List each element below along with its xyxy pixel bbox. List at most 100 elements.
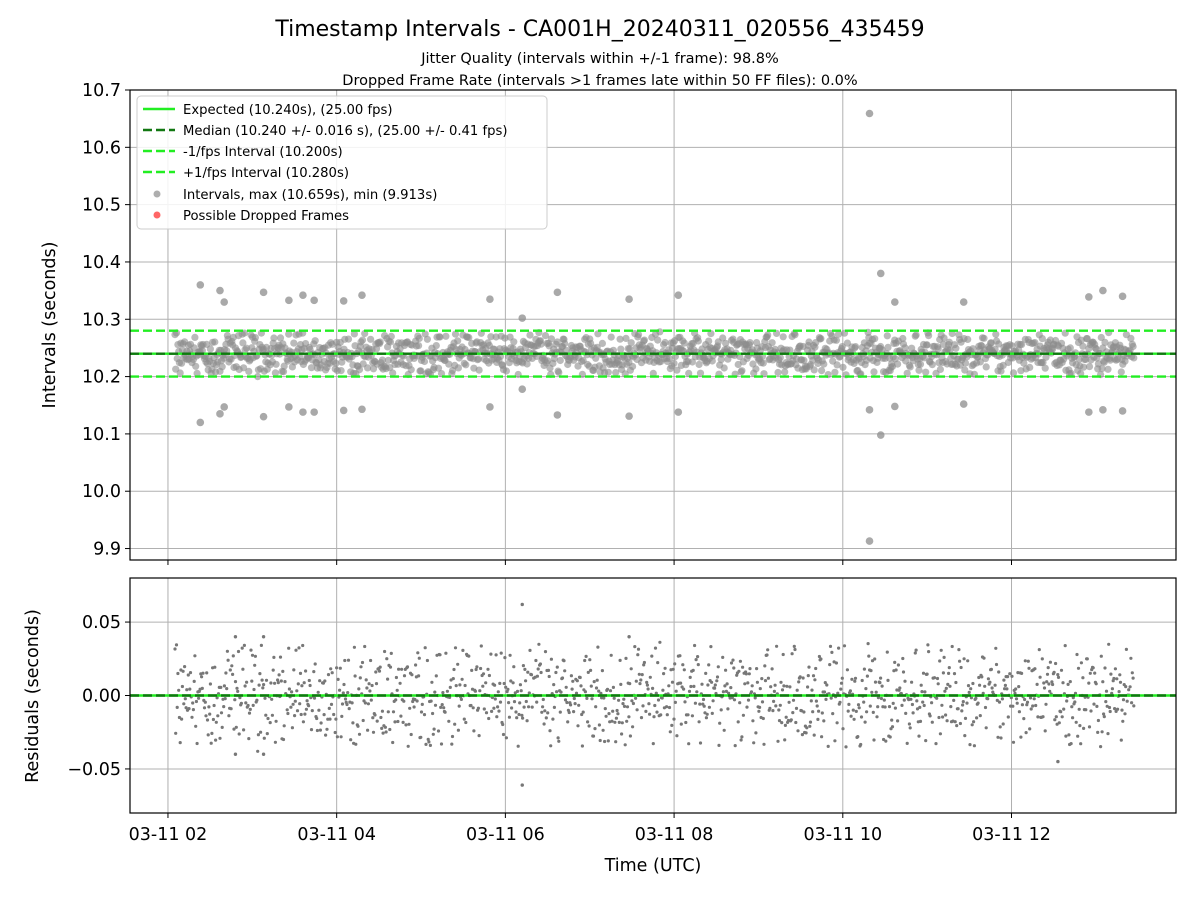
residual-point <box>289 705 293 709</box>
interval-point <box>928 361 936 369</box>
residual-point <box>1005 687 1009 691</box>
residual-point <box>795 688 799 692</box>
residual-point <box>864 687 868 691</box>
residual-point <box>1068 680 1072 684</box>
residual-point <box>186 673 190 677</box>
residual-point <box>804 731 808 735</box>
residual-point <box>1089 709 1093 713</box>
interval-point <box>526 331 534 339</box>
residual-point <box>730 696 734 700</box>
residual-point <box>359 665 363 669</box>
residual-point <box>651 686 655 691</box>
residual-point <box>777 708 781 712</box>
residual-point <box>738 659 743 663</box>
residual-point <box>667 705 672 710</box>
residual-point <box>1085 657 1089 661</box>
residual-point <box>958 721 963 726</box>
intervals-y-tick-label: 10.2 <box>82 368 121 388</box>
residual-point <box>394 675 398 680</box>
interval-point <box>1101 338 1109 346</box>
interval-point <box>592 354 600 362</box>
residual-point <box>656 661 660 665</box>
residual-point <box>860 678 864 683</box>
residual-point <box>601 728 605 732</box>
residual-point <box>856 735 860 739</box>
residual-point <box>487 673 491 678</box>
residual-point <box>247 737 251 741</box>
residual-point <box>177 715 181 720</box>
residual-point <box>474 667 478 672</box>
residual-point <box>573 702 577 706</box>
residual-point <box>548 729 552 733</box>
residual-point <box>969 696 974 700</box>
residual-point <box>1079 661 1083 665</box>
residual-point <box>324 733 328 737</box>
residual-point <box>713 683 717 687</box>
residual-point <box>270 697 274 701</box>
residual-point <box>535 674 540 678</box>
residual-point <box>229 707 233 711</box>
residual-point <box>758 705 762 710</box>
residual-point <box>1119 738 1123 742</box>
interval-point <box>1117 368 1125 376</box>
residual-point <box>831 712 835 716</box>
residual-point <box>928 714 932 718</box>
residual-point <box>313 662 317 666</box>
residual-point <box>852 717 856 721</box>
residual-point <box>683 700 687 704</box>
residual-point <box>183 697 187 701</box>
residual-point <box>233 698 237 702</box>
intervals-y-tick-label: 9.9 <box>93 540 121 560</box>
residual-point <box>562 659 566 663</box>
residual-point <box>746 698 751 702</box>
residual-point <box>968 743 972 747</box>
residual-point <box>766 648 770 652</box>
residual-point <box>369 658 373 663</box>
residual-point <box>684 720 688 725</box>
residual-point <box>439 742 444 746</box>
residual-point <box>732 666 736 670</box>
residual-point <box>366 728 370 732</box>
residual-point <box>633 645 637 649</box>
residual-point <box>516 744 520 748</box>
residual-point <box>484 711 489 715</box>
interval-point <box>722 339 730 347</box>
interval-point <box>980 334 988 342</box>
residual-point <box>205 718 210 722</box>
residual-point <box>391 710 396 714</box>
x-tick-label: 03-11 12 <box>972 825 1051 845</box>
residual-point <box>1061 681 1065 685</box>
residual-point <box>953 720 957 724</box>
legend-dropped-swatch <box>153 211 161 219</box>
residual-point <box>234 725 238 729</box>
residual-point <box>639 678 643 682</box>
residual-point <box>526 670 530 674</box>
residual-point <box>407 722 411 726</box>
residual-point <box>1084 708 1088 712</box>
residual-point <box>239 701 243 705</box>
residual-point <box>223 697 227 701</box>
residual-point <box>880 684 884 688</box>
interval-point <box>350 330 358 338</box>
interval-point <box>674 408 683 416</box>
residual-point <box>512 665 516 669</box>
interval-point <box>518 314 527 322</box>
residual-point <box>310 709 314 713</box>
residuals-y-tick-label: −0.05 <box>67 760 121 780</box>
residual-point <box>809 699 813 703</box>
residual-point <box>1040 657 1044 661</box>
x-tick-label: 03-11 08 <box>635 825 714 845</box>
interval-point <box>776 354 784 362</box>
residual-point <box>282 724 286 728</box>
residual-point <box>262 683 266 687</box>
residual-point <box>622 704 627 709</box>
intervals-y-axis-label: Intervals (seconds) <box>40 242 60 409</box>
residual-point <box>1014 687 1018 691</box>
residual-point <box>263 696 267 700</box>
residual-point <box>357 687 361 691</box>
residual-point <box>592 680 596 684</box>
residual-point <box>695 690 699 694</box>
residual-point <box>1076 734 1080 738</box>
residual-point <box>188 687 192 691</box>
residual-point <box>731 658 735 662</box>
